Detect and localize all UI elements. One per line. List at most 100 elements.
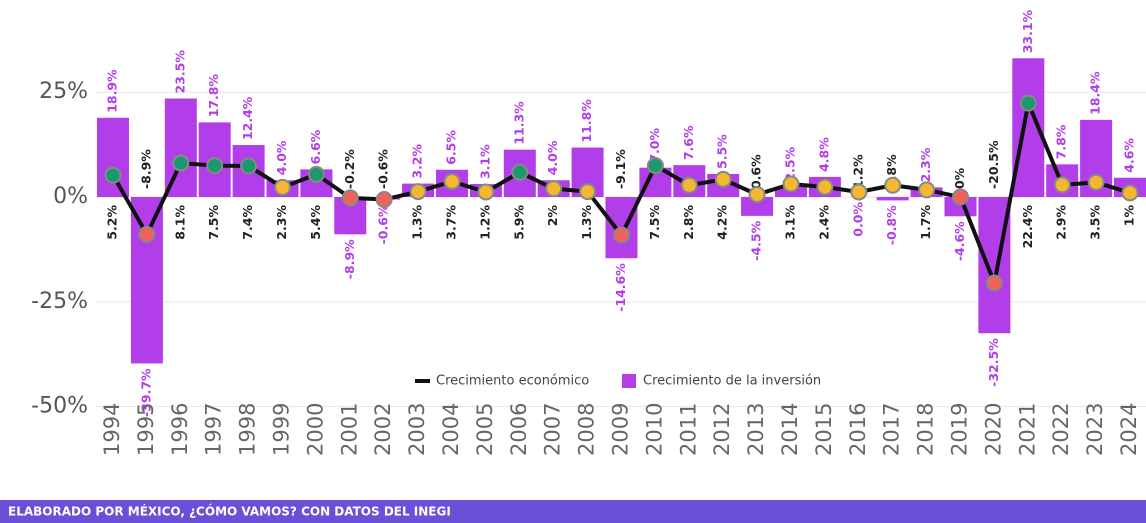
line-marker — [918, 181, 936, 199]
x-tick-label: 2020 — [981, 403, 1005, 456]
x-tick-label: 2000 — [303, 403, 327, 456]
line-marker — [748, 186, 766, 204]
x-tick-label: 1996 — [168, 403, 192, 456]
x-tick-label: 1995 — [134, 403, 158, 456]
line-marker — [240, 157, 258, 175]
line-label: -8.9% — [138, 149, 153, 189]
line-marker — [985, 274, 1003, 292]
bar-label: -4.5% — [749, 220, 764, 260]
line-label: 5.4% — [308, 205, 323, 240]
y-tick-label: 25% — [39, 79, 88, 104]
bar-label: 7.6% — [681, 125, 696, 160]
line-label: 1.3% — [410, 205, 425, 240]
bar-label: 12.4% — [240, 96, 255, 140]
bar-label: 6.5% — [444, 130, 459, 165]
line-marker — [477, 183, 495, 201]
line-label: -0.6% — [376, 149, 391, 189]
x-tick-label: 2021 — [1015, 403, 1039, 456]
line-label: 2.9% — [1054, 205, 1069, 240]
line-label: 3.5% — [1088, 205, 1103, 240]
x-tick-label: 2018 — [914, 403, 938, 456]
x-tick-label: 2009 — [609, 403, 633, 456]
line-marker — [375, 191, 393, 209]
bar-label: 3.1% — [477, 144, 492, 179]
line-label: 5.2% — [105, 205, 120, 240]
line-marker — [511, 163, 529, 181]
x-tick-label: 2007 — [541, 403, 565, 456]
y-tick-label: 0% — [53, 184, 88, 209]
line-label: 22.4% — [1020, 205, 1035, 249]
line-marker — [714, 170, 732, 188]
line-label: 2% — [545, 205, 560, 227]
legend-label: Crecimiento económico — [436, 374, 589, 389]
bar-label: -8.9% — [342, 239, 357, 279]
bar-label: 7.8% — [1054, 124, 1069, 159]
line-label: 1.7% — [918, 205, 933, 240]
bar — [130, 197, 163, 364]
line-label: 4.2% — [715, 205, 730, 240]
x-tick-label: 2005 — [473, 403, 497, 456]
line-marker — [138, 225, 156, 243]
line-label: 0.6% — [749, 154, 764, 189]
line-marker — [104, 166, 122, 184]
line-marker — [613, 226, 630, 244]
line-marker — [579, 183, 597, 201]
x-tick-label: 2022 — [1049, 403, 1073, 456]
bar-label: 5.5% — [715, 134, 730, 169]
footer-band — [0, 500, 1146, 523]
line-label: -20.5% — [986, 140, 1001, 189]
line-label: 1.3% — [579, 205, 594, 240]
line-label: -0.2% — [342, 149, 357, 189]
bar-label: -39.7% — [138, 368, 153, 417]
x-tick-label: 2016 — [846, 403, 870, 456]
x-tick-label: 2015 — [812, 403, 836, 456]
bar-label: 2.5% — [783, 146, 798, 181]
line-marker — [884, 176, 902, 194]
bar-label: -32.5% — [986, 338, 1001, 387]
bar-label: -14.6% — [613, 263, 628, 312]
line-marker — [680, 176, 698, 194]
line-marker — [1053, 176, 1071, 194]
line-label: 8.1% — [172, 205, 187, 240]
bar — [741, 197, 774, 216]
line-marker — [1019, 94, 1037, 112]
line-label: 7.5% — [206, 205, 221, 240]
x-tick-label: 2003 — [405, 403, 429, 456]
line-label: 3.7% — [444, 205, 459, 240]
bar-label: 18.9% — [105, 69, 120, 113]
line-marker — [816, 178, 834, 196]
line-label: 7.5% — [647, 205, 662, 240]
line-label: 2.8% — [681, 205, 696, 240]
bar-label: 7.0% — [647, 128, 662, 163]
line-label: 7.4% — [240, 205, 255, 240]
bar-label: 0.0% — [850, 202, 865, 237]
bar-label: 4.6% — [1122, 138, 1137, 173]
bar-label: 33.1% — [1020, 9, 1035, 53]
x-tick-label: 2011 — [676, 403, 700, 456]
line-marker — [307, 165, 325, 183]
bar-label: 11.8% — [579, 99, 594, 143]
bar-label: -4.6% — [952, 221, 967, 261]
line-label: 2.3% — [274, 205, 289, 240]
x-tick-label: 2017 — [880, 403, 904, 456]
line-label: 3.1% — [783, 205, 798, 240]
line-label: 1% — [1122, 205, 1137, 227]
x-tick-label: 2006 — [507, 403, 531, 456]
line-marker — [850, 183, 868, 201]
line-marker — [341, 189, 359, 207]
x-tick-label: 2001 — [337, 403, 361, 456]
line-label: 5.9% — [511, 205, 526, 240]
bar-label: 2.3% — [918, 147, 933, 182]
bar-label: 4.0% — [545, 140, 560, 175]
x-tick-label: 2002 — [371, 403, 395, 456]
plot: 25% 0% -25% -50% 18.9% 5.2% 1994 -39.7% -8.9% 199… — [31, 9, 1146, 456]
footer: ELABORADO POR MÉXICO, ¿CÓMO VAMOS? CON D… — [8, 504, 451, 519]
line-marker — [782, 175, 800, 193]
y-tick-label: -25% — [31, 289, 88, 314]
bar-label: -0.8% — [884, 205, 899, 245]
line-marker — [646, 157, 664, 175]
line-label: -9.1% — [613, 149, 628, 189]
bar-label: -0.6% — [376, 204, 391, 244]
x-tick-label: 2013 — [744, 403, 768, 456]
